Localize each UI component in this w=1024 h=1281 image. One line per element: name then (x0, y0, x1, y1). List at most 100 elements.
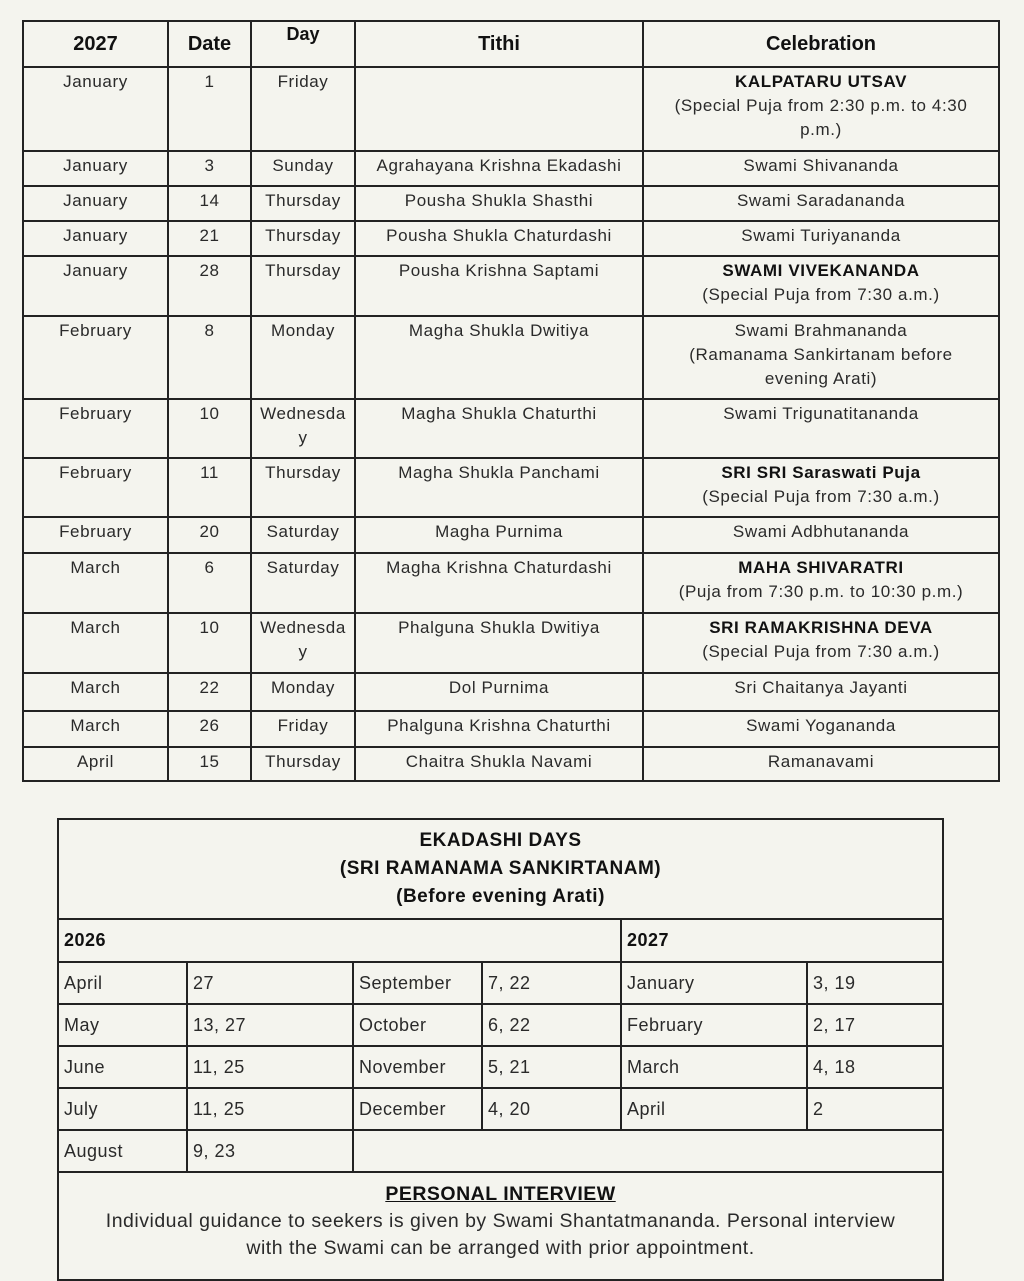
tithi-cell: Dol Purnima (354, 672, 644, 712)
day-cell: Saturday (250, 552, 356, 614)
date-cell: 22 (167, 672, 252, 712)
day-cell: Wednesday (250, 398, 356, 459)
day-cell: Friday (250, 66, 356, 152)
header-celebration: Celebration (642, 20, 1000, 68)
ekadashi-row: July 11, 25 December 4, 20 April 2 (57, 1087, 945, 1131)
celebration-title: Swami Trigunatitananda (723, 404, 919, 423)
month-cell: April (22, 746, 169, 782)
ekadashi-month-cell: November (352, 1045, 483, 1089)
tithi-cell: Magha Shukla Dwitiya (354, 315, 644, 400)
ekadashi-month-cell: December (352, 1087, 483, 1131)
tithi-cell: Agrahayana Krishna Ekadashi (354, 150, 644, 187)
celebration-cell: Swami Adbhutananda (642, 516, 1000, 554)
celebration-note: (Puja from 7:30 p.m. to 10:30 p.m.) (678, 582, 964, 601)
month-cell: March (22, 672, 169, 712)
date-cell: 20 (167, 516, 252, 554)
ekadashi-row: May 13, 27 October 6, 22 February 2, 17 (57, 1003, 945, 1047)
table-header-row: 2027 Date Day Tithi Celebration (22, 20, 1000, 68)
tithi-cell: Magha Shukla Chaturthi (354, 398, 644, 459)
ekadashi-row: August 9, 23 (57, 1129, 945, 1173)
date-cell: 1 (167, 66, 252, 152)
celebration-cell: SWAMI VIVEKANANDA (Special Puja from 7:30… (642, 255, 1000, 317)
table-row: March 6 Saturday Magha Krishna Chaturdashi M… (22, 552, 1000, 614)
ekadashi-title-row: EKADASHI DAYS (SRI RAMANAMA SANKIRTANAM)… (56, 818, 945, 920)
table-row: February 20 Saturday Magha Purnima Swami Adb… (22, 516, 1000, 554)
date-cell: 8 (167, 315, 252, 400)
celebration-cell: Ramanavami (642, 746, 1000, 782)
celebration-cell: Swami Brahmananda (Ramanama Sankirtanam b… (642, 315, 1000, 400)
ekadashi-dates-cell: 13, 27 (186, 1003, 354, 1047)
day-cell: Sunday (250, 150, 356, 187)
table-row: April 15 Thursday Chaitra Shukla Navami Rama… (22, 746, 1000, 782)
table-row: January 3 Sunday Agrahayana Krishna Ekadash… (22, 150, 1000, 187)
celebration-title: Swami Shivananda (743, 156, 899, 175)
day-cell: Thursday (250, 746, 356, 782)
tithi-cell: Pousha Shukla Shasthi (354, 185, 644, 222)
celebration-cell: KALPATARU UTSAV (Special Puja from 2:30 p… (642, 66, 1000, 152)
ekadashi-month-cell: October (352, 1003, 483, 1047)
ekadashi-month-cell: April (620, 1087, 808, 1131)
month-cell: February (22, 516, 169, 554)
table-row: February 11 Thursday Magha Shukla Panchami S… (22, 457, 1000, 518)
celebration-title: Swami Turiyananda (741, 226, 901, 245)
day-cell: Thursday (250, 255, 356, 317)
ekadashi-month-cell: September (352, 961, 483, 1005)
celebration-title: SRI RAMAKRISHNA DEVA (709, 618, 933, 637)
month-cell: January (22, 150, 169, 187)
year-2027-label: 2027 (619, 918, 945, 963)
celebration-note: (Special Puja from 7:30 a.m.) (702, 642, 940, 661)
ekadashi-month-cell: July (57, 1087, 188, 1131)
day-cell: Friday (250, 710, 356, 748)
table-body: January 1 Friday KALPATARU UTSAV (Special Pu… (22, 66, 1000, 782)
date-cell: 6 (167, 552, 252, 614)
month-cell: March (22, 612, 169, 674)
ekadashi-dates-cell: 3, 19 (805, 961, 945, 1005)
day-cell: Saturday (250, 516, 356, 554)
interview-heading: PERSONAL INTERVIEW (385, 1183, 616, 1205)
date-cell: 15 (167, 746, 252, 782)
celebration-title: MAHA SHIVARATRI (738, 558, 904, 577)
date-cell: 10 (167, 612, 252, 674)
table-row: February 10 Wednesday Magha Shukla Chaturth… (22, 398, 1000, 459)
celebration-note: (Ramanama Sankirtanam before evening Ara… (689, 345, 953, 388)
celebration-cell: SRI SRI Saraswati Puja (Special Puja from… (642, 457, 1000, 518)
day-cell: Thursday (250, 457, 356, 518)
celebration-note: (Special Puja from 7:30 a.m.) (702, 487, 940, 506)
month-cell: February (22, 457, 169, 518)
month-cell: January (22, 255, 169, 317)
ekadashi-year-row: 2026 2027 (57, 918, 945, 963)
month-cell: January (22, 185, 169, 222)
day-cell: Thursday (250, 220, 356, 257)
celebration-title: SRI SRI Saraswati Puja (721, 463, 921, 482)
celebration-title: Ramanavami (767, 752, 875, 771)
month-cell: January (22, 220, 169, 257)
celebration-calendar-table: 2027 Date Day Tithi Celebration January 1… (22, 20, 1000, 782)
ekadashi-month-cell: April (57, 961, 188, 1005)
date-cell: 21 (167, 220, 252, 257)
tithi-cell: Magha Shukla Panchami (354, 457, 644, 518)
date-cell: 14 (167, 185, 252, 222)
day-cell: Monday (250, 672, 356, 712)
ekadashi-dates-cell: 9, 23 (186, 1129, 354, 1173)
date-cell: 3 (167, 150, 252, 187)
tithi-cell: Pousha Shukla Chaturdashi (354, 220, 644, 257)
ekadashi-dates-cell: 5, 21 (481, 1045, 622, 1089)
ekadashi-month-cell: March (620, 1045, 808, 1089)
day-cell: Thursday (250, 185, 356, 222)
header-date: Date (167, 20, 252, 68)
celebration-title: KALPATARU UTSAV (734, 72, 908, 91)
celebration-cell: Sri Chaitanya Jayanti (642, 672, 1000, 712)
ekadashi-month-cell: May (57, 1003, 188, 1047)
ekadashi-dates-cell: 4, 20 (481, 1087, 622, 1131)
ekadashi-dates-cell: 6, 22 (481, 1003, 622, 1047)
day-cell: Wednesday (250, 612, 356, 674)
celebration-cell: Swami Saradananda (642, 185, 1000, 222)
table-row: March 26 Friday Phalguna Krishna Chaturthi S… (22, 710, 1000, 748)
header-tithi: Tithi (354, 20, 644, 68)
table-row: January 14 Thursday Pousha Shukla Shasthi Sw… (22, 185, 1000, 222)
tithi-cell: Phalguna Krishna Chaturthi (354, 710, 644, 748)
ekadashi-row: April 27 September 7, 22 January 3, 19 (57, 961, 945, 1005)
ekadashi-dates-cell: 2 (805, 1087, 945, 1131)
ekadashi-dates-cell: 27 (186, 961, 354, 1005)
date-cell: 28 (167, 255, 252, 317)
